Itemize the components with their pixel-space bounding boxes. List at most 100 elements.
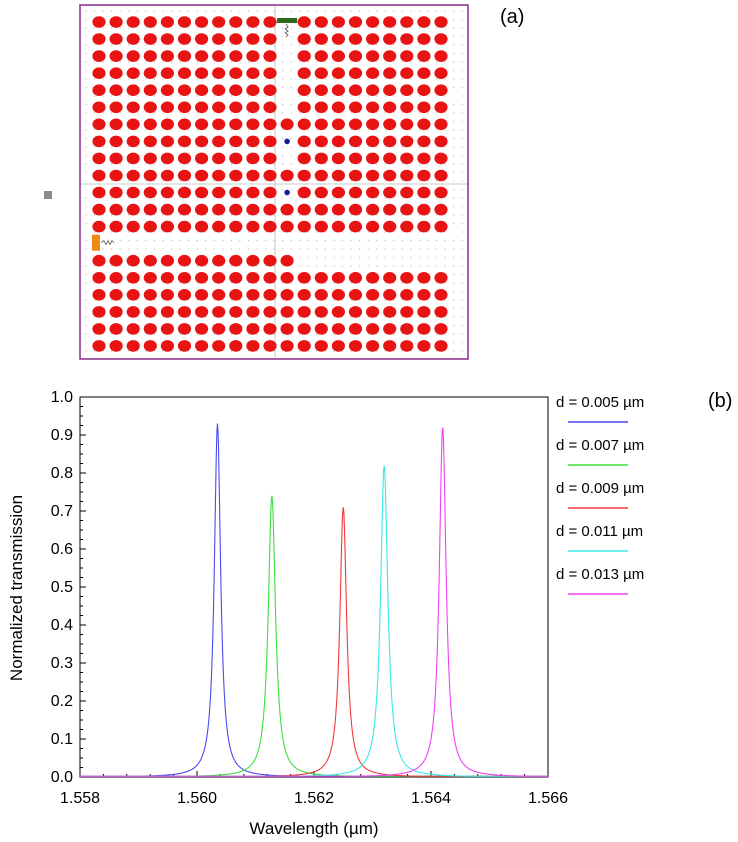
dielectric-rod xyxy=(348,220,363,233)
dielectric-rod xyxy=(314,101,328,114)
grid-dot xyxy=(85,18,87,21)
grid-dot xyxy=(153,214,155,216)
grid-dot xyxy=(247,163,250,165)
dielectric-rod xyxy=(160,340,174,352)
grid-dot xyxy=(324,350,326,352)
grid-dot xyxy=(85,256,87,259)
grid-dot xyxy=(162,248,164,250)
grid-dot xyxy=(136,27,138,29)
dielectric-rod xyxy=(348,186,363,199)
grid-dot xyxy=(239,265,241,267)
grid-dot xyxy=(136,61,138,63)
dielectric-rod xyxy=(212,323,226,335)
grid-dot xyxy=(324,197,326,199)
grid-dot xyxy=(111,27,113,29)
grid-dot xyxy=(384,180,386,182)
dielectric-rod xyxy=(109,118,123,131)
dielectric-rod xyxy=(212,118,226,131)
dielectric-rod xyxy=(160,306,174,318)
grid-dot xyxy=(350,214,352,216)
series-line-3 xyxy=(80,507,548,777)
grid-dot xyxy=(359,146,361,148)
dielectric-rod xyxy=(400,16,414,28)
grid-dot xyxy=(427,180,429,182)
dielectric-rod xyxy=(177,16,192,28)
grid-dot xyxy=(307,112,309,114)
grid-dot xyxy=(418,95,421,97)
grid-dot xyxy=(376,61,378,63)
grid-dot xyxy=(290,61,292,63)
grid-dot xyxy=(350,112,352,114)
grid-dot xyxy=(299,27,301,29)
grid-dot xyxy=(384,239,386,242)
defect-rod xyxy=(284,189,290,196)
grid-dot xyxy=(111,265,113,267)
grid-dot xyxy=(427,197,429,199)
grid-dot xyxy=(359,129,361,131)
grid-dot xyxy=(188,248,190,250)
grid-dot xyxy=(273,265,275,267)
grid-dot xyxy=(341,299,344,301)
grid-dot xyxy=(179,95,181,97)
dielectric-rod xyxy=(434,323,448,335)
grid-dot xyxy=(410,27,412,29)
grid-dot xyxy=(128,129,130,131)
grid-dot xyxy=(93,231,96,233)
grid-dot xyxy=(273,61,275,63)
dielectric-rod xyxy=(177,118,192,131)
dielectric-rod xyxy=(331,289,345,301)
dielectric-rod xyxy=(331,203,345,216)
grid-dot xyxy=(128,61,130,63)
grid-dot xyxy=(401,282,403,284)
grid-dot xyxy=(290,282,292,284)
grid-dot xyxy=(401,299,403,301)
grid-dot xyxy=(376,231,378,233)
grid-dot xyxy=(282,214,284,216)
grid-dot xyxy=(179,27,181,29)
grid-dot xyxy=(282,231,284,233)
grid-dot xyxy=(307,146,309,148)
grid-dot xyxy=(265,350,267,352)
x-tick-label: 1.562 xyxy=(294,790,334,807)
grid-dot xyxy=(384,197,386,199)
dielectric-rod xyxy=(366,289,380,301)
grid-dot xyxy=(333,146,335,148)
grid-dot xyxy=(359,282,361,284)
grid-dot xyxy=(136,95,138,97)
dielectric-rod xyxy=(348,306,363,318)
grid-dot xyxy=(324,129,326,131)
grid-dot xyxy=(196,248,198,250)
grid-dot xyxy=(170,214,173,216)
grid-dot xyxy=(393,239,395,242)
grid-dot xyxy=(350,231,352,233)
grid-dot xyxy=(85,299,87,301)
grid-dot xyxy=(367,350,369,352)
grid-dot xyxy=(282,146,284,148)
dielectric-rod xyxy=(383,323,397,335)
grid-dot xyxy=(230,214,232,216)
grid-dot xyxy=(461,103,463,106)
grid-dot xyxy=(384,316,386,318)
grid-dot xyxy=(367,44,369,46)
grid-dot xyxy=(376,256,378,259)
grid-dot xyxy=(230,163,232,165)
monitor-wave-icon xyxy=(284,23,289,38)
grid-dot xyxy=(85,146,87,148)
dielectric-rod xyxy=(366,340,380,352)
grid-dot xyxy=(170,95,173,97)
grid-dot xyxy=(418,44,421,46)
grid-dot xyxy=(316,180,318,182)
grid-dot xyxy=(453,154,455,157)
grid-dot xyxy=(85,265,87,267)
grid-dot xyxy=(393,146,395,148)
grid-dot xyxy=(153,316,155,318)
grid-dot xyxy=(333,180,335,182)
grid-dot xyxy=(196,239,198,242)
dielectric-rod xyxy=(331,33,345,45)
dielectric-rod xyxy=(92,101,106,114)
grid-dot xyxy=(350,197,352,199)
grid-dot xyxy=(102,61,104,63)
grid-dot xyxy=(461,171,463,174)
grid-dot xyxy=(410,10,412,12)
grid-dot xyxy=(341,333,344,335)
